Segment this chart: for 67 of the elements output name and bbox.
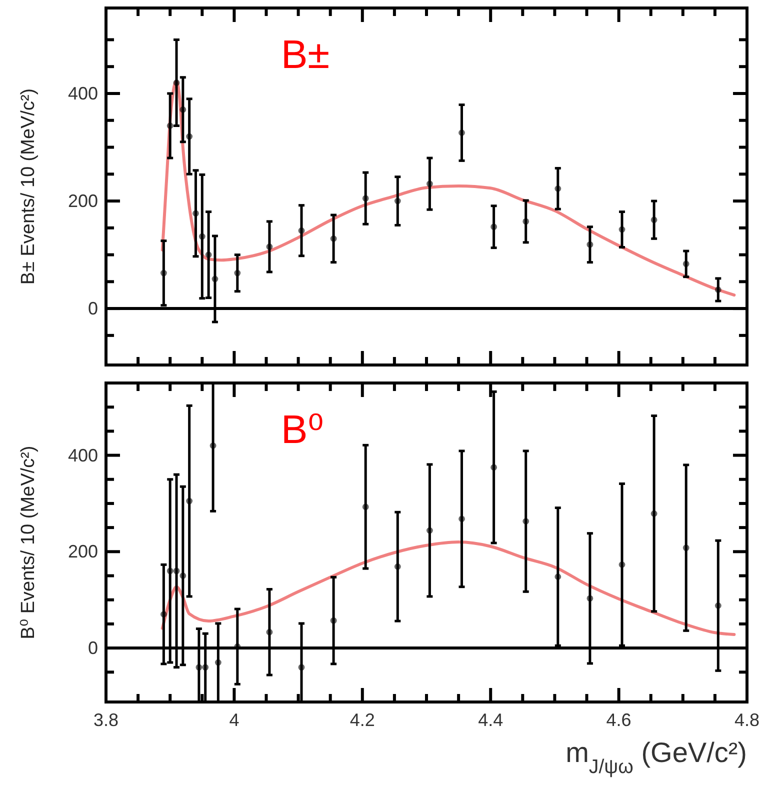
point <box>586 595 594 602</box>
y-tick-label: 0 <box>88 298 98 319</box>
point <box>650 216 658 224</box>
point <box>362 195 369 202</box>
point <box>426 180 433 188</box>
point <box>196 664 202 671</box>
y-axis-title: B± Events/ 10 (MeV/c²) <box>18 88 39 285</box>
point <box>362 504 369 510</box>
point <box>490 224 498 230</box>
point <box>586 241 594 248</box>
point <box>682 544 690 551</box>
annotation: B± <box>281 33 330 77</box>
y-tick-label: 200 <box>68 191 98 212</box>
point <box>522 218 530 225</box>
point <box>682 260 690 268</box>
x-tick-label: 4.6 <box>606 710 632 730</box>
y-tick-label: 0 <box>88 638 98 658</box>
point <box>234 643 241 650</box>
point <box>212 276 218 282</box>
point <box>192 210 199 217</box>
x-axis-title: m$_{J/ψω}$ (GeV/c²) <box>566 737 747 778</box>
y-tick-label: 400 <box>68 83 98 104</box>
point <box>210 442 216 449</box>
point <box>160 270 167 276</box>
point <box>426 527 433 534</box>
point <box>618 226 626 233</box>
point <box>490 464 498 471</box>
point <box>180 572 186 579</box>
point <box>180 106 186 113</box>
point <box>186 498 193 504</box>
point <box>650 510 658 517</box>
point <box>205 252 212 258</box>
point <box>298 664 305 671</box>
point <box>266 628 273 636</box>
point <box>554 185 562 192</box>
point <box>714 602 722 609</box>
point <box>266 244 273 250</box>
point <box>554 574 562 580</box>
point <box>522 518 530 524</box>
annotation: B⁰ <box>281 408 324 452</box>
x-tick-label: 3.8 <box>93 710 119 730</box>
point <box>166 568 174 574</box>
point <box>160 611 167 618</box>
point <box>214 659 222 666</box>
y-axis-title: B⁰ Events/ 10 (MeV/c²) <box>18 446 39 640</box>
point <box>330 235 337 242</box>
point <box>173 80 180 86</box>
point <box>298 227 305 234</box>
point <box>173 568 180 574</box>
point <box>234 270 241 276</box>
point <box>458 516 465 522</box>
x-tick-label: 4.4 <box>478 710 504 730</box>
point <box>186 133 193 140</box>
point <box>198 233 206 240</box>
x-tick-label: 4.2 <box>350 710 375 730</box>
point <box>458 130 465 136</box>
point <box>714 286 722 293</box>
point <box>202 664 209 671</box>
y-tick-label: 200 <box>68 542 98 562</box>
point <box>166 122 174 129</box>
x-tick-label: 4 <box>229 710 240 730</box>
x-tick-label: 4.8 <box>734 710 760 730</box>
point <box>394 198 401 204</box>
point <box>330 617 337 624</box>
point <box>618 561 626 568</box>
y-tick-label: 400 <box>68 445 98 466</box>
point <box>394 563 401 570</box>
